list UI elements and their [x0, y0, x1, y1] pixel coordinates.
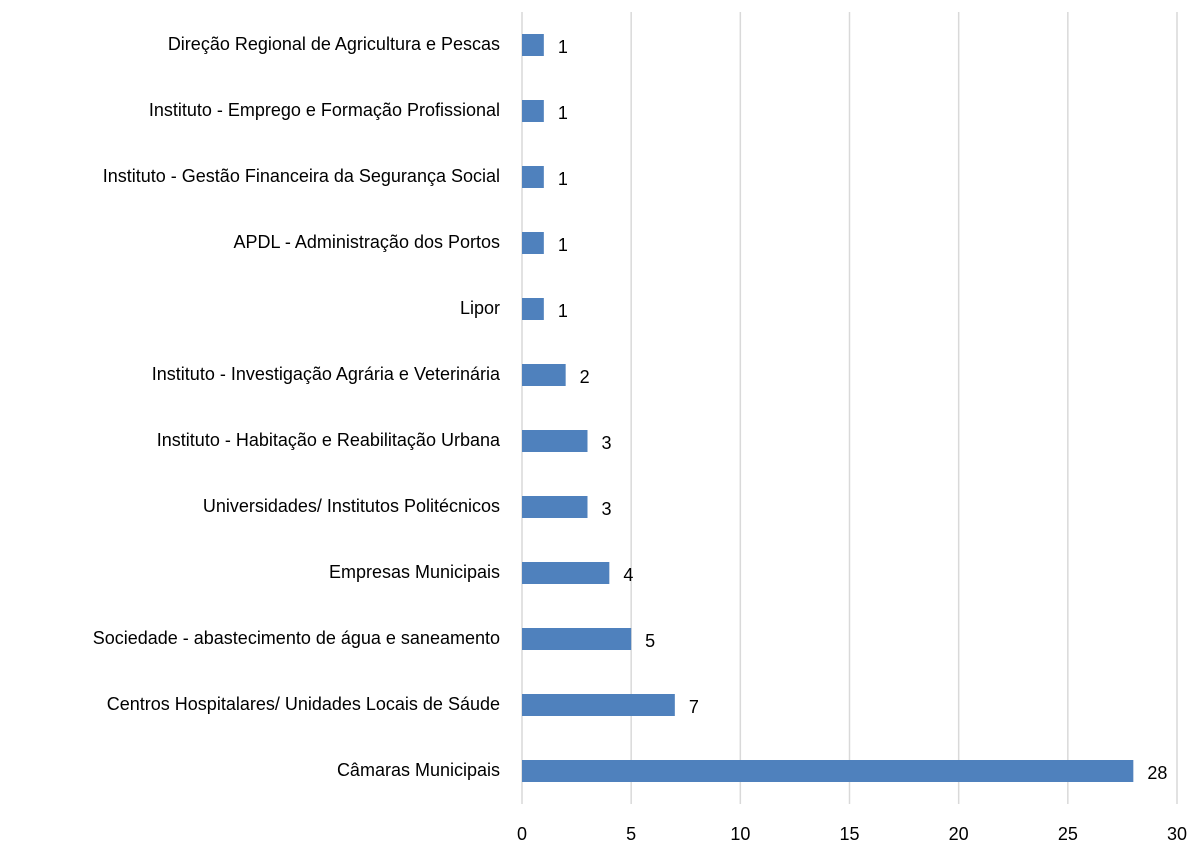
bar: [522, 232, 544, 254]
data-label: 2: [580, 367, 590, 387]
data-label: 7: [689, 697, 699, 717]
x-tick-label: 10: [730, 824, 750, 844]
bar: [522, 34, 544, 56]
bar: [522, 298, 544, 320]
y-tick-label: Universidades/ Institutos Politécnicos: [203, 496, 500, 516]
data-label: 1: [558, 103, 568, 123]
y-tick-label: Direção Regional de Agricultura e Pescas: [168, 34, 500, 54]
bar: [522, 166, 544, 188]
y-tick-label: Centros Hospitalares/ Unidades Locais de…: [107, 694, 500, 714]
y-tick-label: Empresas Municipais: [329, 562, 500, 582]
bar: [522, 760, 1134, 782]
data-label: 5: [645, 631, 655, 651]
y-tick-label: Lipor: [460, 298, 500, 318]
x-tick-label: 20: [949, 824, 969, 844]
x-tick-label: 5: [626, 824, 636, 844]
data-label: 3: [602, 433, 612, 453]
y-tick-label: APDL - Administração dos Portos: [234, 232, 500, 252]
bar: [522, 430, 588, 452]
bar: [522, 496, 588, 518]
bar: [522, 694, 675, 716]
bar: [522, 364, 566, 386]
y-tick-label: Instituto - Habitação e Reabilitação Urb…: [157, 430, 501, 450]
y-tick-label: Instituto - Investigação Agrária e Veter…: [152, 364, 501, 384]
data-label: 3: [602, 499, 612, 519]
y-tick-label: Câmaras Municipais: [337, 760, 500, 780]
data-label: 1: [558, 37, 568, 57]
data-label: 1: [558, 235, 568, 255]
bar: [522, 628, 632, 650]
y-tick-label: Instituto - Emprego e Formação Profissio…: [149, 100, 500, 120]
bar: [522, 100, 544, 122]
x-tick-label: 15: [839, 824, 859, 844]
y-tick-label: Sociedade - abastecimento de água e sane…: [93, 628, 500, 648]
data-label: 4: [623, 565, 633, 585]
bar: [522, 562, 610, 584]
data-label: 1: [558, 169, 568, 189]
x-tick-label: 30: [1167, 824, 1187, 844]
x-tick-label: 25: [1058, 824, 1078, 844]
data-label: 28: [1147, 763, 1167, 783]
x-tick-label: 0: [517, 824, 527, 844]
y-tick-label: Instituto - Gestão Financeira da Seguran…: [103, 166, 500, 186]
data-label: 1: [558, 301, 568, 321]
